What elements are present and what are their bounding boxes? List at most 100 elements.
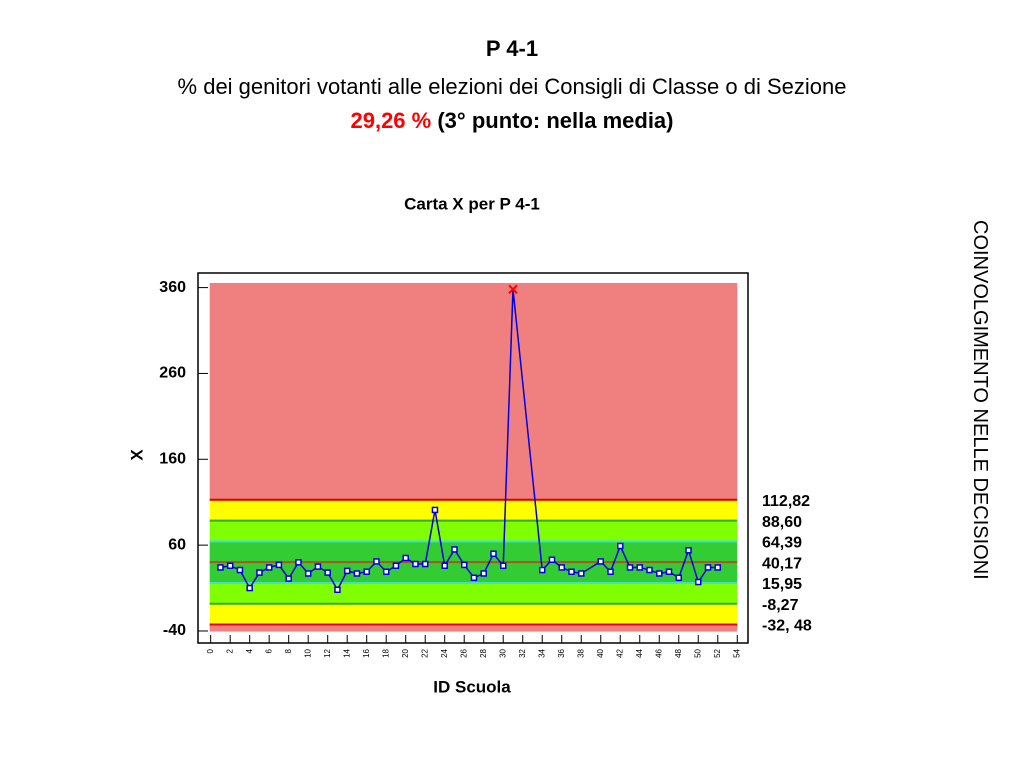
- point-marker: [217, 564, 224, 571]
- x-tick-label: 32: [518, 648, 527, 657]
- zone: [209, 499, 738, 521]
- limit-label: 15,95: [762, 576, 802, 593]
- score: 29,26 %: [350, 108, 432, 133]
- x-tick-label: 26: [459, 648, 468, 657]
- x-tick-label: 4: [245, 648, 254, 653]
- zone: [209, 582, 738, 604]
- point-marker: [392, 562, 400, 569]
- point-marker: [402, 554, 409, 562]
- point-marker: [656, 570, 663, 577]
- point-marker: [568, 568, 575, 575]
- point-marker: [343, 567, 351, 575]
- zone: [209, 603, 738, 625]
- point-marker: [714, 564, 722, 571]
- zone: [209, 541, 738, 563]
- point-marker: [295, 559, 302, 566]
- x-tick-label: 6: [264, 648, 273, 653]
- point-marker: [451, 546, 458, 553]
- point-marker: [431, 506, 439, 514]
- point-marker: [334, 586, 341, 594]
- x-tick-label: 20: [401, 648, 410, 657]
- x-tick-label: 14: [342, 648, 351, 657]
- point-marker: [626, 564, 634, 571]
- x-tick-label: 8: [284, 648, 293, 653]
- zone: [209, 624, 738, 632]
- limit-label: 112,82: [762, 493, 810, 510]
- limit-label: 40,17: [762, 555, 802, 572]
- x-tick-label: 28: [479, 648, 488, 657]
- y-axis-label: X: [127, 449, 146, 461]
- point-marker: [704, 564, 712, 571]
- point-marker: [421, 560, 429, 568]
- x-tick-label: 12: [323, 648, 332, 657]
- point-marker: [538, 566, 546, 574]
- point-marker: [646, 566, 653, 574]
- point-marker: [685, 547, 692, 554]
- plot-frame: [197, 272, 749, 644]
- x-tick-label: 52: [713, 648, 722, 657]
- y-tick-label: 60: [168, 536, 186, 553]
- y-tick-label: 260: [159, 365, 186, 382]
- point-marker: [558, 564, 565, 571]
- x-tick-label: 10: [303, 648, 312, 657]
- point-marker: [695, 578, 702, 586]
- x-tick-label: 36: [557, 648, 566, 657]
- subtitle: % dei genitori votanti alle elezioni dei…: [177, 74, 847, 99]
- point-marker: [412, 560, 419, 568]
- x-axis-label: ID Scuola: [433, 677, 511, 696]
- x-tick-label: 22: [420, 648, 429, 657]
- point-marker: [499, 562, 507, 569]
- zone: [209, 520, 738, 542]
- point-marker: [597, 558, 604, 565]
- point-marker: [226, 562, 234, 569]
- x-tick-label: 34: [537, 648, 546, 657]
- outlier-marker: [508, 284, 518, 295]
- point-marker: [304, 570, 312, 577]
- x-tick-label: 50: [693, 648, 702, 657]
- point-marker: [256, 569, 263, 576]
- y-tick-label: -40: [163, 622, 186, 639]
- point-marker: [314, 563, 322, 570]
- note: (3° punto: nella media): [437, 108, 674, 133]
- x-tick-label: 24: [440, 648, 449, 657]
- x-tick-label: 38: [576, 648, 585, 657]
- point-marker: [607, 568, 614, 575]
- y-tick-label: 160: [159, 451, 186, 468]
- x-tick-label: 30: [498, 648, 507, 657]
- x-tick-label: 18: [381, 648, 390, 657]
- limit-label: -8,27: [762, 597, 799, 614]
- x-tick-label: 44: [635, 648, 644, 657]
- point-marker: [363, 568, 370, 575]
- chart-title: Carta X per P 4-1: [404, 194, 540, 213]
- point-marker: [577, 570, 585, 577]
- x-tick-label: 46: [654, 648, 663, 657]
- x-tick-label: 48: [674, 648, 683, 657]
- point-marker: [675, 574, 683, 582]
- chart: Carta X per P 4-1 ID Scuola X 112,82 88,6…: [127, 194, 812, 696]
- point-marker: [490, 550, 497, 557]
- x-tick-label: 40: [596, 648, 605, 657]
- point-marker: [246, 584, 253, 592]
- point-marker: [324, 569, 331, 576]
- point-marker: [285, 575, 292, 582]
- limit-label: -32, 48: [762, 618, 812, 635]
- y-tick-label: 360: [159, 279, 186, 296]
- point-marker: [470, 574, 478, 582]
- point-marker: [373, 558, 380, 565]
- x-tick-label: 42: [615, 648, 624, 657]
- point-marker: [548, 556, 556, 563]
- x-tick-label: 54: [732, 648, 741, 657]
- point-marker: [382, 568, 390, 575]
- side-label: COINVOLGIMENTO NELLE DECISIONI: [969, 220, 991, 580]
- zone: [209, 283, 738, 500]
- point-marker: [617, 542, 624, 550]
- point-marker: [636, 564, 644, 571]
- point-marker: [275, 561, 283, 569]
- point-marker: [480, 570, 487, 577]
- point-marker: [265, 564, 273, 571]
- x-tick-label: 0: [206, 648, 215, 653]
- point-marker: [441, 562, 448, 569]
- limit-label: 88,60: [762, 514, 802, 531]
- point-marker: [460, 561, 468, 569]
